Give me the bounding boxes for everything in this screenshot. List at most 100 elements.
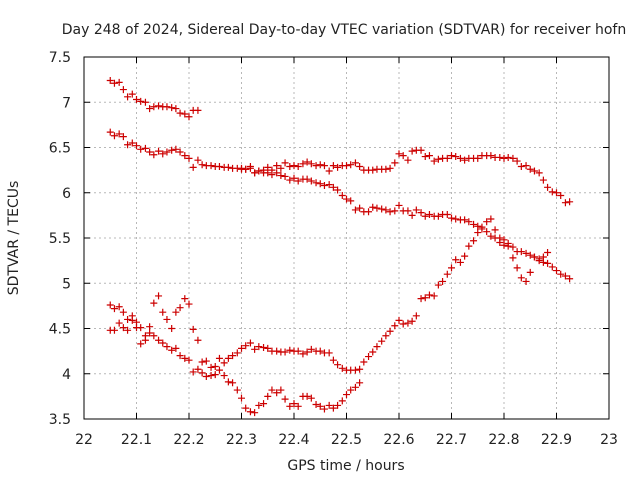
data-point: [299, 350, 307, 358]
data-point: [286, 176, 294, 184]
data-point: [110, 305, 118, 313]
data-point: [268, 386, 276, 394]
data-point: [176, 352, 184, 360]
data-point: [172, 344, 180, 352]
y-tick-label: 4: [62, 367, 71, 383]
x-tick-label: 22.1: [121, 432, 152, 448]
data-point: [316, 347, 324, 355]
series-prn-b: [106, 128, 574, 207]
data-point: [172, 105, 180, 113]
data-point: [404, 207, 412, 215]
data-point: [347, 197, 355, 205]
data-point: [181, 354, 189, 362]
y-tick-label: 7: [62, 95, 71, 111]
data-point: [150, 151, 158, 159]
data-point: [294, 163, 302, 171]
data-point: [141, 336, 149, 344]
data-point: [238, 394, 245, 402]
data-point: [312, 162, 320, 170]
x-tick-label: 22.8: [488, 432, 519, 448]
data-point: [198, 369, 206, 377]
data-point: [172, 145, 180, 153]
data-point: [461, 156, 469, 164]
data-point: [417, 295, 425, 303]
data-point: [465, 242, 473, 250]
x-tick-label: 22.7: [436, 432, 467, 448]
data-point: [229, 379, 237, 387]
data-point: [553, 267, 560, 275]
data-point: [119, 133, 127, 141]
data-point: [146, 323, 154, 331]
series-prn-a: [106, 77, 202, 121]
data-point: [238, 164, 245, 172]
data-point: [220, 359, 228, 367]
data-point: [294, 177, 302, 185]
data-point: [378, 337, 386, 345]
data-point: [360, 358, 368, 366]
data-point: [487, 215, 495, 223]
data-point: [251, 345, 259, 353]
data-point: [211, 371, 219, 379]
data-point: [491, 226, 499, 234]
data-point: [255, 343, 263, 351]
x-tick-label: 22.3: [226, 432, 257, 448]
data-point: [557, 270, 565, 278]
data-point: [303, 348, 311, 356]
data-point: [351, 159, 359, 167]
data-point: [443, 210, 451, 218]
data-point: [329, 183, 337, 191]
data-point: [351, 383, 359, 391]
data-point: [334, 163, 342, 171]
data-point: [378, 205, 386, 213]
data-point: [189, 325, 197, 333]
data-point: [356, 204, 364, 212]
data-point: [509, 254, 517, 262]
data-point: [168, 325, 176, 332]
data-point: [133, 96, 140, 104]
data-point: [185, 300, 193, 308]
data-point: [316, 402, 324, 410]
y-tick-label: 6: [62, 186, 71, 202]
data-point: [395, 316, 403, 324]
data-point: [211, 363, 219, 371]
data-point: [553, 189, 560, 197]
data-point: [474, 229, 482, 237]
data-point: [391, 322, 399, 330]
data-point: [128, 90, 136, 98]
data-point: [137, 324, 145, 332]
data-point: [425, 291, 433, 299]
data-point: [487, 152, 495, 160]
data-point: [434, 212, 442, 220]
data-point: [539, 176, 547, 184]
y-tick-label: 5: [62, 276, 71, 292]
data-point: [334, 186, 342, 194]
data-point: [496, 239, 504, 247]
data-point: [137, 340, 145, 348]
data-point: [159, 339, 167, 347]
data-point: [115, 303, 123, 311]
data-point: [215, 163, 223, 171]
data-point: [504, 242, 512, 250]
data-point: [176, 148, 184, 156]
data-point: [260, 344, 268, 352]
data-point: [251, 409, 259, 417]
y-axis-label: SDTVAR / TECUs: [6, 181, 22, 296]
data-point: [246, 408, 254, 416]
x-tick-label: 22.2: [173, 432, 204, 448]
data-point: [251, 169, 259, 177]
data-point: [430, 157, 438, 165]
x-tick-label: 22.9: [541, 432, 572, 448]
data-point: [233, 386, 241, 394]
data-point: [417, 146, 425, 154]
data-point: [110, 326, 118, 334]
data-point: [307, 394, 315, 402]
data-point: [544, 183, 552, 191]
data-point: [163, 343, 171, 351]
data-point: [535, 257, 543, 265]
data-point: [517, 274, 525, 282]
data-point: [303, 392, 311, 400]
data-point: [106, 301, 114, 309]
data-point: [281, 348, 289, 356]
data-point: [316, 161, 324, 169]
data-point: [561, 199, 569, 207]
